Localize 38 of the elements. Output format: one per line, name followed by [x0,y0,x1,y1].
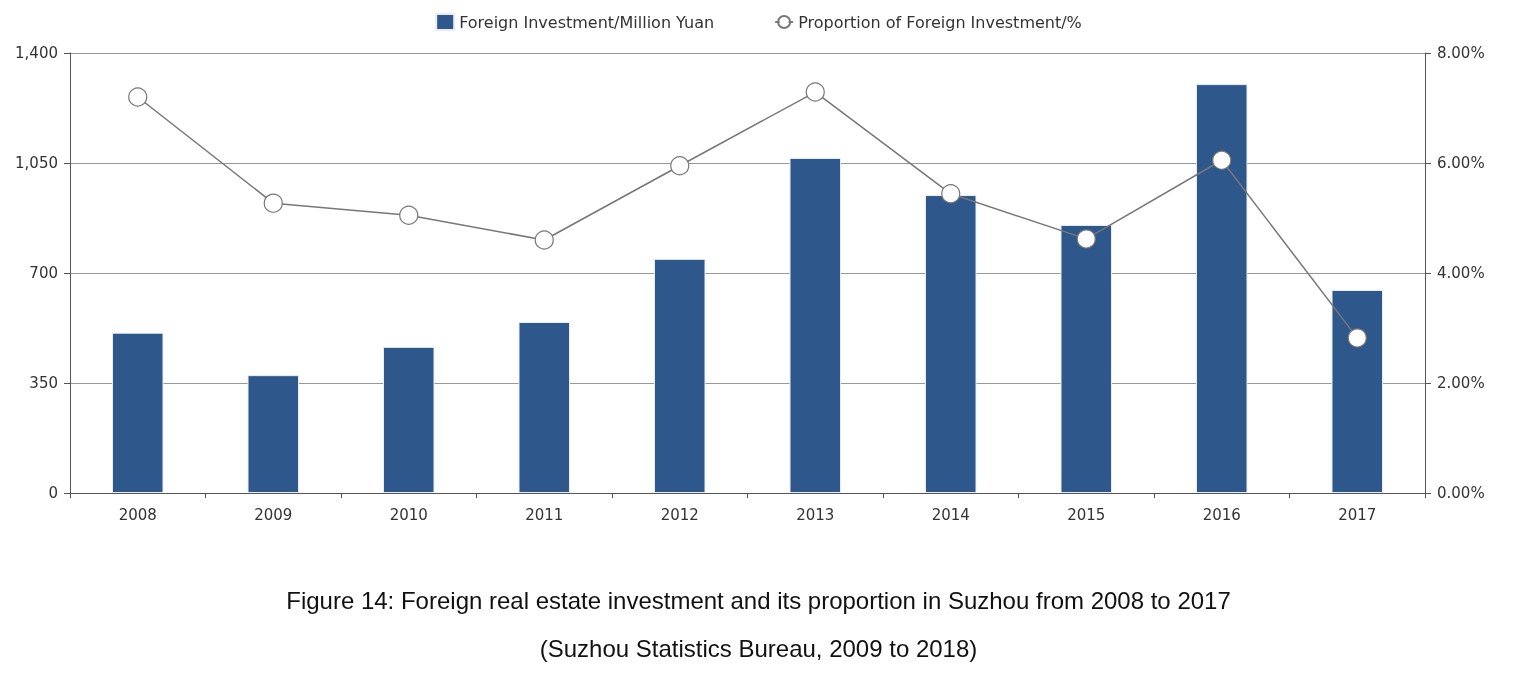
x-tick-label: 2009 [254,505,293,524]
y2-tick-label: 4.00% [1437,264,1485,282]
point [941,184,961,204]
text: (Suzhou Statistics Bureau, 2009 to 2018) [539,634,978,662]
bar [1196,84,1248,493]
x-tick-label: 2014 [931,505,970,524]
x-tick-label: 2017 [1338,505,1377,524]
point [1076,229,1096,249]
y2-tick-label: 8.00% [1437,44,1485,62]
x-tick-label: 2011 [525,505,564,524]
y2-tick-label: 6.00% [1437,154,1485,172]
x-tick-label: 2010 [389,505,428,524]
bar [789,157,841,493]
point [1347,328,1367,348]
y-tick-label: 1,400 [15,44,58,62]
bar [112,332,164,493]
y-tick-label: 350 [29,374,58,392]
y2-tick-label: 2.00% [1437,374,1485,392]
bar [247,375,299,493]
legend-label: Foreign Investment/Million Yuan [459,12,715,32]
y-tick-label: 1,050 [15,154,58,172]
bar [1060,224,1112,493]
x-tick-label: 2008 [118,505,157,524]
bar [1331,289,1383,493]
y-tick-label: 700 [29,264,58,282]
bar [925,195,977,493]
bar [654,258,706,493]
x-tick-label: 2013 [796,505,835,524]
point [1212,150,1232,170]
x-tick-label: 2012 [660,505,699,524]
bar [518,322,570,493]
caption: Figure 14: Foreign real estate investment and its proportion in Suzhou from 2008 to 2017 [286,586,1231,614]
x-tick-label: 2015 [1067,505,1106,524]
bar [383,346,435,493]
x-tick-label: 2016 [1202,505,1241,524]
legend-label: Proportion of Foreign Investment/% [798,12,1082,32]
y-tick-label: 0 [48,484,58,502]
y2-tick-label: 0.00% [1437,484,1485,502]
